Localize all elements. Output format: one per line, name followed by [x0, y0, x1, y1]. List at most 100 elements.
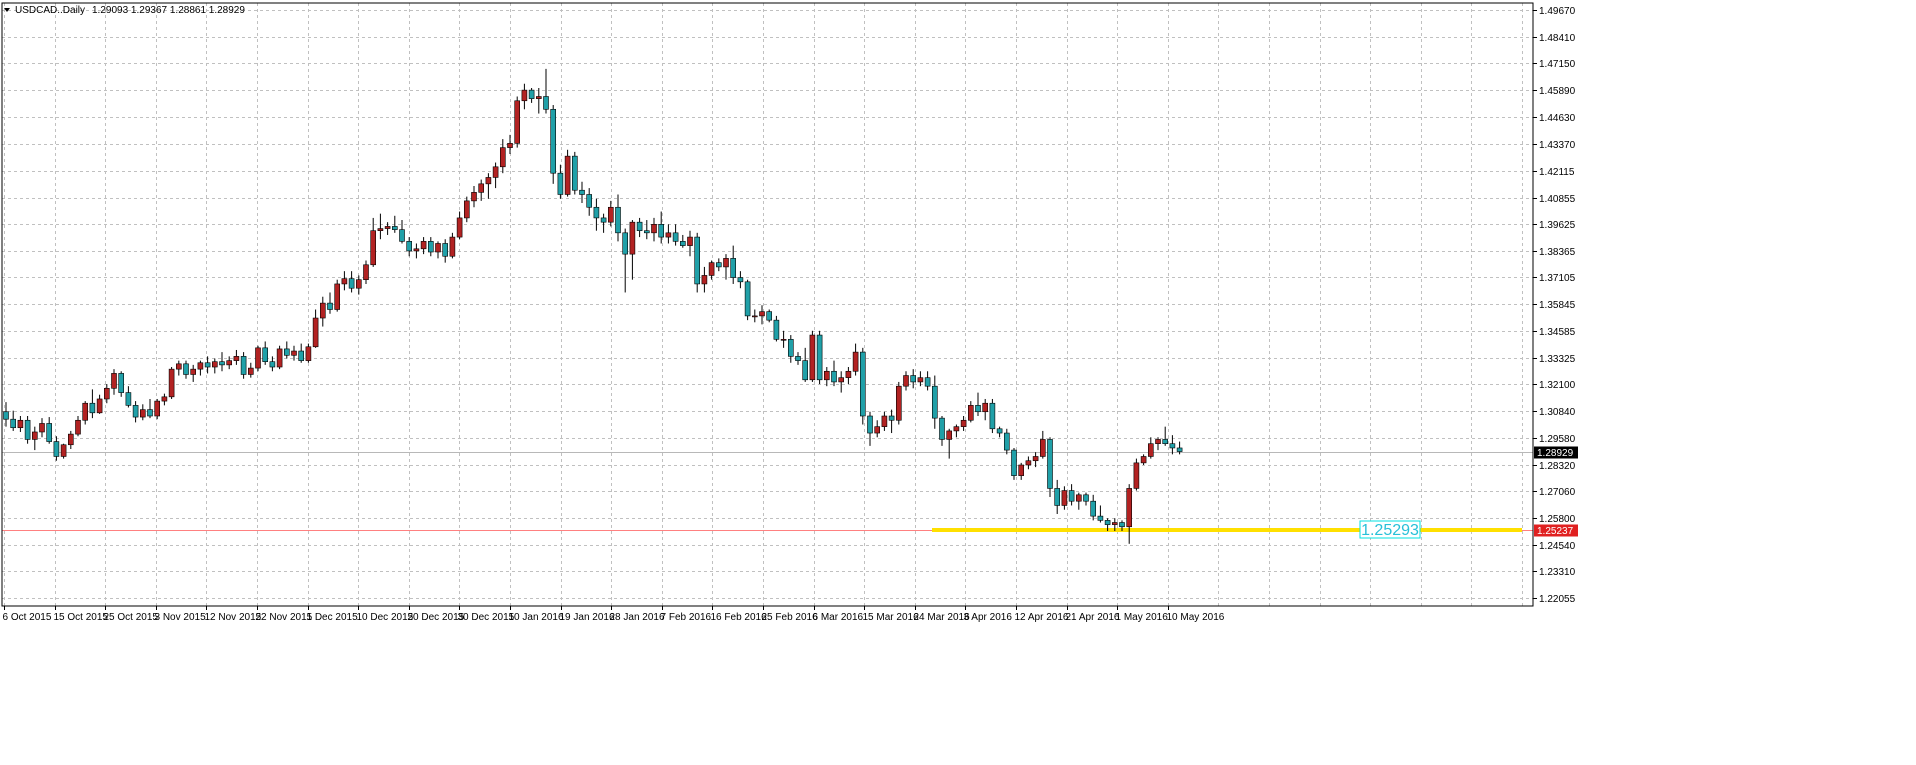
candle[interactable]	[874, 420, 881, 438]
candle[interactable]	[1047, 437, 1053, 497]
candle[interactable]	[341, 271, 348, 291]
candle[interactable]	[751, 309, 758, 323]
candle[interactable]	[1133, 458, 1140, 491]
candle[interactable]	[586, 188, 593, 216]
candle[interactable]	[967, 401, 974, 423]
candle[interactable]	[528, 87, 535, 103]
candle[interactable]	[219, 352, 225, 372]
candle[interactable]	[831, 360, 837, 387]
candle[interactable]	[154, 398, 160, 420]
candle[interactable]	[39, 418, 45, 438]
candle[interactable]	[989, 398, 996, 434]
candle[interactable]	[1176, 441, 1183, 455]
candle[interactable]	[89, 389, 96, 419]
candle[interactable]	[852, 343, 859, 376]
candle[interactable]	[1104, 518, 1111, 532]
candle[interactable]	[24, 416, 31, 444]
candle[interactable]	[471, 185, 477, 208]
candle[interactable]	[233, 349, 240, 365]
candle[interactable]	[176, 360, 182, 376]
candle[interactable]	[759, 305, 765, 325]
candle[interactable]	[744, 279, 751, 321]
candle[interactable]	[730, 245, 737, 284]
candle[interactable]	[1061, 486, 1068, 510]
candle[interactable]	[1140, 454, 1147, 465]
candle[interactable]	[1003, 428, 1010, 455]
candle[interactable]	[161, 393, 168, 406]
candle[interactable]	[276, 345, 283, 370]
candle[interactable]	[838, 371, 845, 393]
candle[interactable]	[953, 424, 960, 438]
candle[interactable]	[420, 237, 427, 255]
candle[interactable]	[715, 258, 722, 272]
candle[interactable]	[442, 239, 449, 263]
candle[interactable]	[46, 417, 53, 444]
candle[interactable]	[53, 436, 60, 461]
candle[interactable]	[910, 369, 917, 389]
candle[interactable]	[723, 254, 729, 280]
candle[interactable]	[255, 345, 261, 372]
candle[interactable]	[643, 220, 650, 240]
candle[interactable]	[413, 243, 420, 259]
candle[interactable]	[183, 360, 189, 379]
candle[interactable]	[1018, 462, 1025, 480]
candle[interactable]	[204, 356, 211, 374]
candle[interactable]	[701, 266, 708, 293]
candle[interactable]	[1025, 456, 1032, 470]
candle[interactable]	[694, 232, 701, 293]
candle[interactable]	[197, 360, 204, 376]
candle[interactable]	[82, 401, 88, 425]
candle[interactable]	[593, 198, 600, 231]
candle[interactable]	[737, 271, 744, 289]
candle[interactable]	[75, 416, 81, 437]
candle[interactable]	[636, 217, 643, 238]
candle[interactable]	[499, 139, 506, 174]
candle[interactable]	[982, 398, 989, 421]
candle[interactable]	[312, 309, 319, 348]
candle[interactable]	[478, 179, 485, 201]
candle[interactable]	[946, 428, 953, 459]
candle[interactable]	[60, 443, 67, 459]
candle[interactable]	[147, 398, 153, 419]
candle[interactable]	[1068, 484, 1075, 506]
candle[interactable]	[903, 371, 909, 391]
candle[interactable]	[305, 343, 312, 363]
candle[interactable]	[607, 200, 614, 227]
candle[interactable]	[939, 416, 945, 446]
candle[interactable]	[262, 341, 269, 365]
candle[interactable]	[809, 330, 816, 382]
candle[interactable]	[226, 356, 232, 370]
candle[interactable]	[996, 426, 1003, 438]
candle[interactable]	[1076, 492, 1082, 510]
candle[interactable]	[1090, 494, 1096, 521]
candle[interactable]	[651, 217, 657, 242]
candle[interactable]	[960, 416, 967, 431]
candle[interactable]	[1155, 437, 1161, 451]
candle[interactable]	[924, 371, 931, 391]
candle[interactable]	[1011, 447, 1017, 480]
candle[interactable]	[399, 220, 405, 244]
candle[interactable]	[975, 392, 981, 417]
candle[interactable]	[780, 330, 787, 348]
candle[interactable]	[17, 416, 24, 432]
candle[interactable]	[463, 196, 470, 223]
candle[interactable]	[629, 220, 636, 280]
candle[interactable]	[1054, 479, 1060, 514]
candle[interactable]	[543, 68, 549, 114]
candle[interactable]	[787, 335, 794, 363]
candle[interactable]	[795, 352, 801, 365]
candle[interactable]	[111, 369, 117, 395]
candle[interactable]	[348, 271, 355, 293]
candle[interactable]	[521, 83, 528, 110]
candle[interactable]	[687, 230, 693, 257]
candle[interactable]	[435, 241, 441, 259]
candle[interactable]	[10, 410, 16, 431]
candle[interactable]	[514, 96, 521, 148]
candle[interactable]	[125, 386, 132, 408]
candle[interactable]	[888, 409, 895, 434]
candle[interactable]	[132, 401, 139, 423]
candle[interactable]	[658, 211, 665, 244]
candle[interactable]	[535, 87, 542, 114]
candle[interactable]	[449, 232, 456, 259]
